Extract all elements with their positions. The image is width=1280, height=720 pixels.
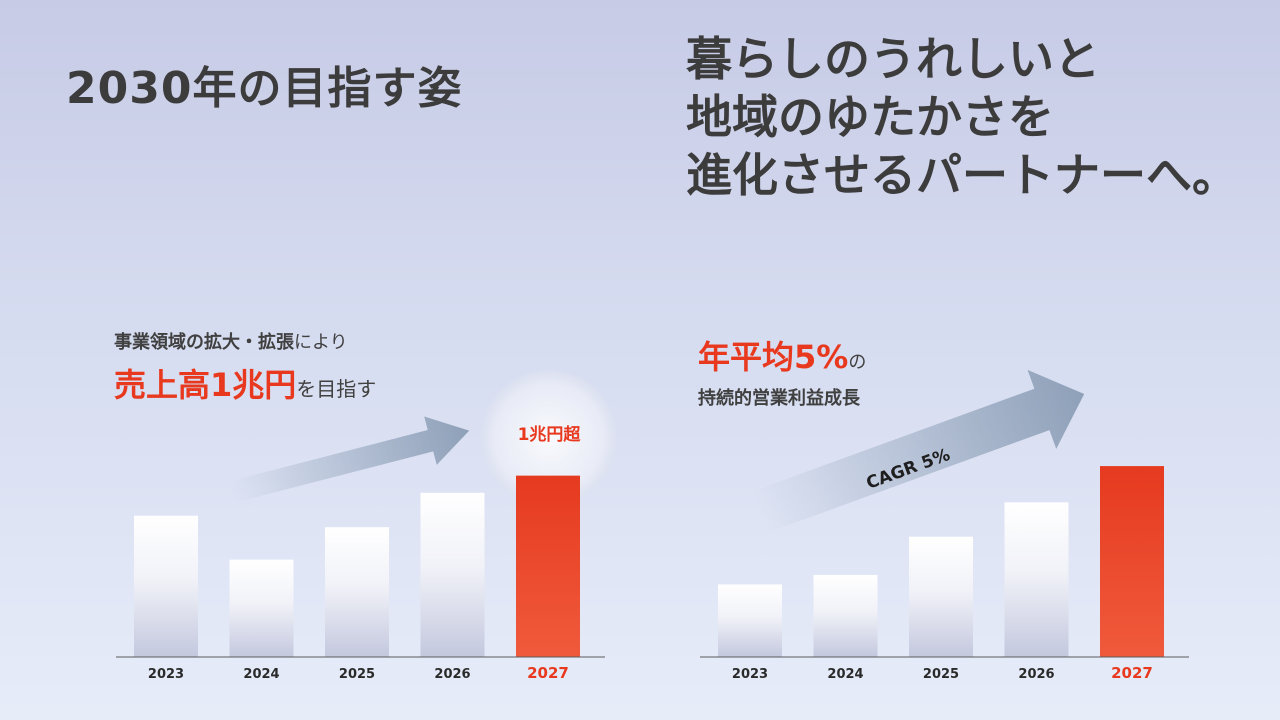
- profit-bar-2025: [909, 536, 973, 657]
- sales-goal-subtitle-rest: により: [294, 332, 348, 353]
- sales-growth-arrow: [229, 416, 470, 503]
- profit-tick-label-2027: 2027: [1111, 664, 1153, 682]
- sales-tick-label-2023: 2023: [148, 667, 184, 682]
- profit-bars: [718, 466, 1164, 657]
- sales-bar-2024: [229, 559, 294, 657]
- sales-x-ticks: 2023 2024 2025 2026 2027: [148, 664, 569, 682]
- sales-goal-subtitle: 事業領域の拡大・拡張により: [114, 328, 376, 354]
- sales-goal-main: 売上高1兆円を目指す: [114, 360, 376, 406]
- sales-bubble: [481, 370, 617, 506]
- sales-bars: [134, 475, 580, 657]
- sales-tick-label-2025: 2025: [339, 667, 375, 682]
- sales-goal-subtitle-bold: 事業領域の拡大・拡張: [114, 332, 294, 353]
- profit-chart: 2023 2024 2025 2026 2027 CAGR 5%: [700, 369, 1189, 682]
- sales-tick-label-2024: 2024: [243, 667, 279, 682]
- sales-goal-headline: 事業領域の拡大・拡張により 売上高1兆円を目指す: [114, 328, 376, 406]
- profit-tick-label-2024: 2024: [827, 667, 863, 682]
- sales-bubble-label: 1兆円超: [518, 424, 582, 445]
- sales-tick-label-2026: 2026: [434, 667, 470, 682]
- sales-tick-label-2027: 2027: [527, 664, 569, 682]
- tagline: 暮らしのうれしいと 地域のゆたかさを 進化させるパートナーへ。: [686, 30, 1266, 204]
- page-title: 2030年の目指す姿: [66, 63, 463, 114]
- profit-tick-label-2025: 2025: [923, 667, 959, 682]
- tagline-line-1: 暮らしのうれしいと: [686, 32, 1100, 86]
- profit-goal-highlight: 年平均5%: [698, 338, 849, 376]
- sales-bar-2027: [516, 475, 580, 657]
- tagline-line-3: 進化させるパートナーへ。: [686, 148, 1238, 202]
- profit-bar-2024: [813, 574, 878, 657]
- profit-x-ticks: 2023 2024 2025 2026 2027: [732, 664, 1153, 682]
- sales-bar-2025: [325, 527, 389, 657]
- sales-goal-main-rest: を目指す: [296, 377, 377, 401]
- sales-bar-2023: [134, 515, 198, 657]
- profit-goal-main-rest: の: [848, 352, 867, 373]
- sales-chart: 2023 2024 2025 2026 2027 1兆円超: [116, 370, 617, 682]
- profit-goal-headline: 年平均5%の 持続的営業利益成長: [698, 332, 866, 410]
- sales-bar-2026: [420, 492, 485, 657]
- profit-goal-main: 年平均5%の: [698, 332, 866, 378]
- profit-bar-2026: [1004, 502, 1069, 657]
- profit-tick-label-2026: 2026: [1018, 667, 1054, 682]
- profit-bar-2023: [718, 584, 782, 657]
- profit-tick-label-2023: 2023: [732, 667, 768, 682]
- profit-growth-arrow: [752, 369, 1085, 533]
- sales-goal-highlight: 売上高1兆円: [114, 366, 297, 404]
- tagline-line-2: 地域のゆたかさを: [686, 90, 1054, 144]
- profit-goal-subtitle: 持続的営業利益成長: [698, 388, 860, 409]
- profit-bar-2027: [1100, 466, 1164, 657]
